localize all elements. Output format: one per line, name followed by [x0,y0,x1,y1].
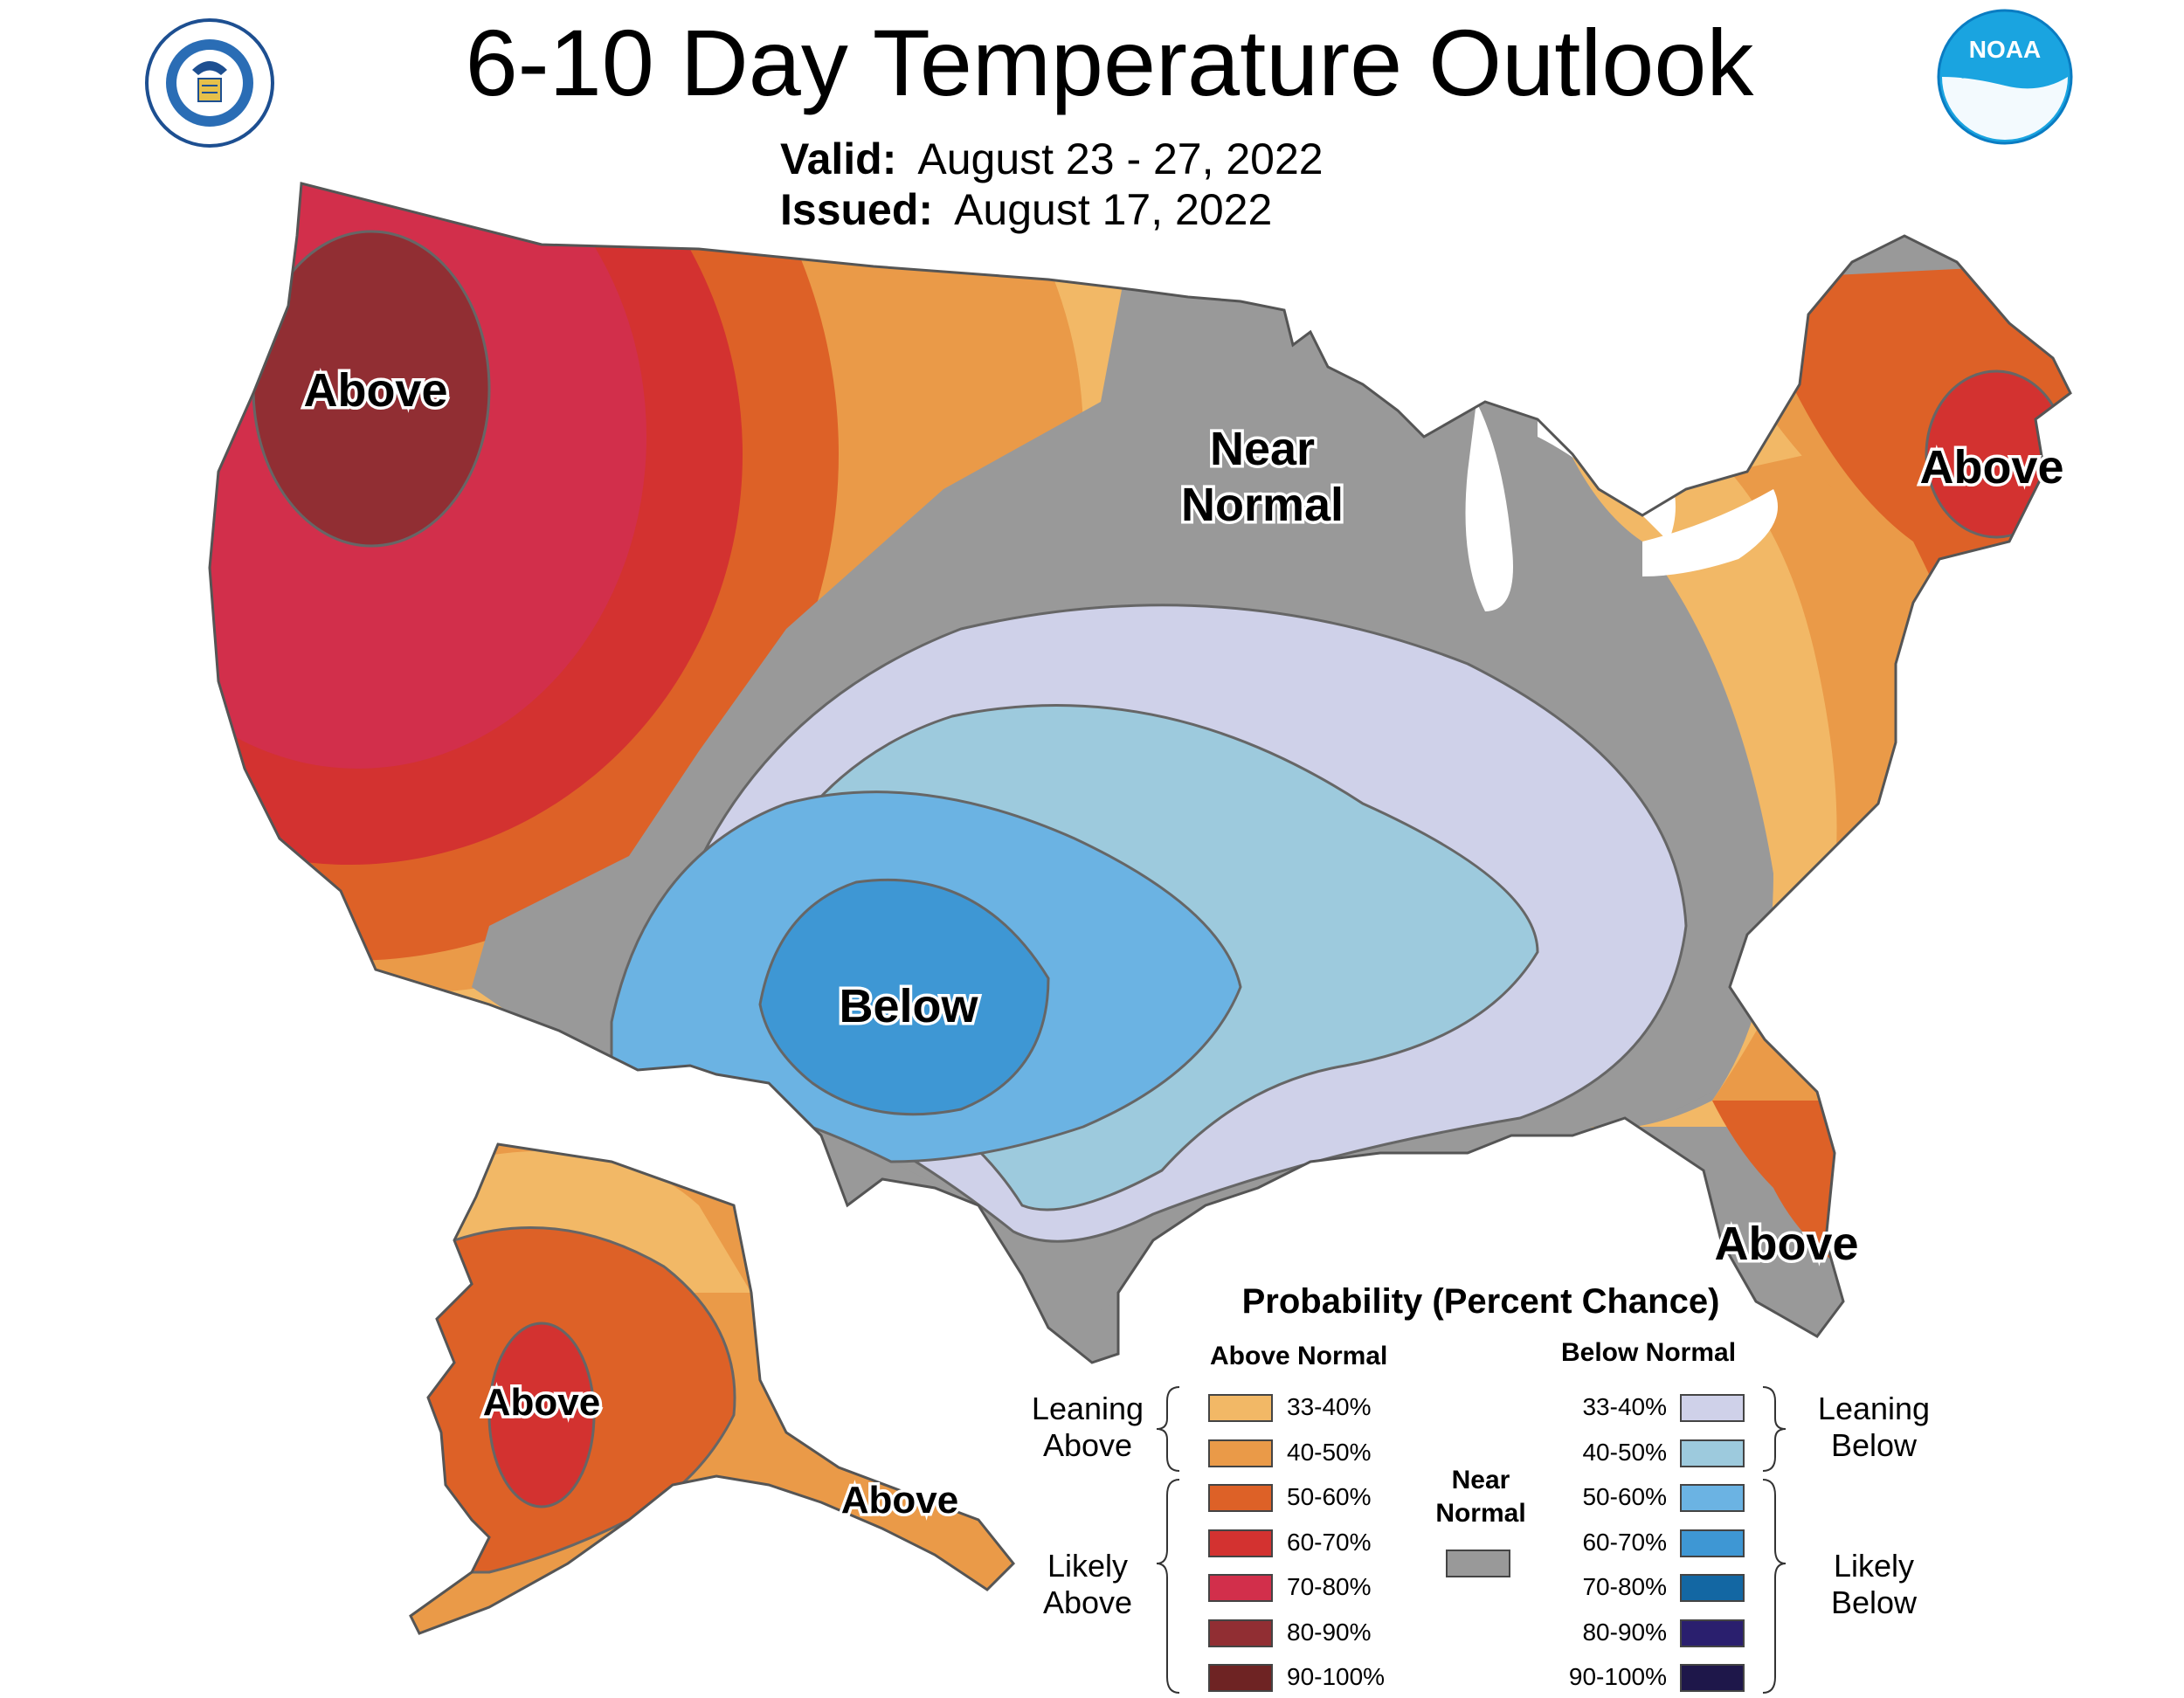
legend-above-range-label: 60-70% [1287,1528,1372,1556]
legend-below-range-label: 90-100% [1568,1663,1667,1690]
issued-date: Issued: August 17, 2022 [780,183,1272,236]
noaa-logo: NOAA [1937,9,2073,145]
legend-below-swatch [1680,1529,1745,1557]
likely-below-line1: Likely [1833,1548,1915,1584]
valid-value: August 23 - 27, 2022 [917,135,1324,183]
legend-above-braces [1156,1386,1180,1694]
legend-above-swatch [1208,1664,1273,1692]
legend-below-range-label: 50-60% [1582,1483,1667,1510]
leaning-below-line2: Below [1830,1427,1918,1463]
legend-above-header: Above Normal [1210,1342,1388,1370]
legend-above-range-label: 33-40% [1287,1393,1372,1420]
legend-above-swatch [1208,1529,1273,1557]
legend-above-range-label: 80-90% [1287,1618,1372,1646]
legend-below-braces [1762,1386,1787,1694]
legend-below-range-label: 70-80% [1582,1573,1667,1600]
near-normal-line2: Normal [1435,1499,1526,1528]
conus-region [210,183,2070,1363]
legend-below-range-label: 80-90% [1582,1618,1667,1646]
legend-leaning-above: Leaning Above [1013,1391,1162,1464]
legend-above-range-label: 90-100% [1287,1663,1386,1690]
legend-below-swatch [1680,1394,1745,1422]
label-alaska-southeast-above: Above [841,1479,958,1522]
legend-below-swatch [1680,1574,1745,1602]
issued-label: Issued: [780,185,934,234]
label-alaska-west-above: Above [483,1381,600,1424]
valid-dates: Valid: August 23 - 27, 2022 [780,133,1324,185]
legend-below-swatch [1680,1664,1745,1692]
legend-above-range-label: 50-60% [1287,1483,1372,1510]
legend-below-range-label: 60-70% [1582,1528,1667,1556]
issued-value: August 17, 2022 [954,185,1273,234]
leaning-above-line1: Leaning [1031,1391,1144,1426]
alaska-outline [409,1142,1016,1635]
likely-above-line2: Above [1042,1584,1133,1620]
legend-above-swatch [1208,1484,1273,1512]
conus-outline [208,182,2072,1364]
legend-below-header: Below Normal [1561,1338,1737,1367]
leaning-below-line1: Leaning [1817,1391,1931,1426]
page-title: 6-10 Day Temperature Outlook [465,10,1754,115]
legend-below-range-label: 40-50% [1582,1438,1667,1466]
legend-likely-below: Likely Below [1800,1548,1948,1621]
likely-above-line1: Likely [1047,1548,1129,1584]
legend-above-range-label: 40-50% [1287,1438,1372,1466]
valid-label: Valid: [780,135,897,183]
legend-near-normal-label: Near Normal [1415,1464,1546,1530]
label-pacific-nw-above: Above [303,364,447,417]
legend-above-swatch [1208,1439,1273,1467]
legend-near-normal-swatch [1446,1550,1510,1577]
legend-below-range-label: 33-40% [1582,1393,1667,1420]
legend-below-swatch [1680,1619,1745,1647]
legend-above-swatch [1208,1619,1273,1647]
label-florida-above: Above [1714,1218,1858,1270]
legend-below-swatch [1680,1439,1745,1467]
legend-leaning-below: Leaning Below [1800,1391,1948,1464]
legend-above-range-label: 70-80% [1287,1573,1372,1600]
label-northeast-above: Above [1919,441,2063,494]
label-southwest-below: Below [839,980,978,1032]
near-normal-line1: Near [1451,1466,1510,1494]
legend-below-swatch [1680,1484,1745,1512]
noaa-logo-text: NOAA [1969,36,2041,63]
legend-above-swatch [1208,1394,1273,1422]
label-near-normal-line1: Near [1210,423,1315,475]
likely-below-line2: Below [1830,1584,1918,1620]
legend-title: Probability (Percent Chance) [1241,1282,1720,1321]
label-near-normal-line2: Normal [1181,479,1344,531]
legend-likely-above: Likely Above [1013,1548,1162,1621]
commerce-seal-logo [145,18,274,148]
legend-above-swatch [1208,1574,1273,1602]
leaning-above-line2: Above [1042,1427,1133,1463]
